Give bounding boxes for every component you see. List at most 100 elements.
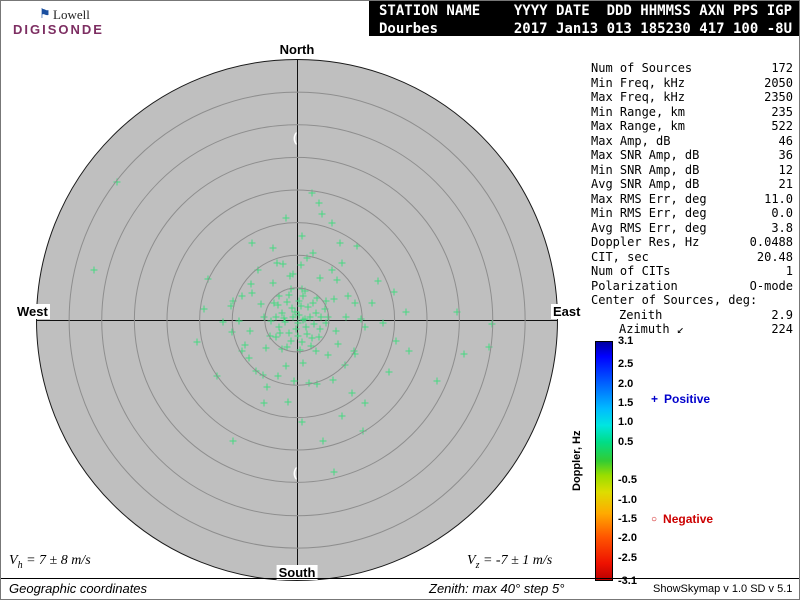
info-value: 172 [771,61,793,75]
info-value: 2.9 [771,307,793,322]
info-label: Doppler Res, Hz [591,235,700,249]
station-header-columns: STATION NAME YYYY DATE DDD HHMMSS AXN PP… [379,3,793,19]
info-row: Avg SNR Amp, dB 21 [591,177,793,192]
colorbar-axis-label: Doppler, Hz [571,430,583,492]
info-value: O-mode [749,278,793,293]
info-label: Azimuth ↙ [619,322,685,336]
info-label: CIT, sec [591,249,649,264]
colorbar-tick-label: 0.5 [618,435,634,448]
info-row: Num of CITs 1 [591,264,793,279]
info-row: Zenith 2.9 [591,308,793,323]
info-row: Min Freq, kHz 2050 [591,76,793,91]
coordinates-label: Geographic coordinates [9,581,148,596]
compass-east-label: East [551,304,583,319]
colorbar-tick-label: -2.0 [618,532,637,545]
logo-digisonde-text: DIGISONDE [13,22,104,37]
info-label: Center of Sources, deg: [591,293,758,307]
vh-symbol: V [9,553,18,568]
vz-value: = -7 ± 1 m/s [479,553,553,568]
compass-west-label: West [15,304,50,319]
info-label: Max SNR Amp, dB [591,148,700,162]
zenith-scale-note: Zenith: max 40° step 5° [429,581,565,596]
info-row: Min Range, km 235 [591,105,793,120]
legend-negative: ○ Negative [651,512,713,526]
vz-symbol: V [467,553,476,568]
info-label: Num of Sources [591,61,693,75]
info-value: 20.48 [756,249,793,264]
colorbar-tick-label: -1.0 [618,493,637,506]
info-value: 224 [771,322,793,336]
vh-annotation: Vh = 7 ± 8 m/s [9,553,91,571]
info-label: Min Range, km [591,104,685,119]
colorbar-tick-label: -0.5 [618,474,637,487]
info-label: Avg SNR Amp, dB [591,177,700,191]
info-row: Center of Sources, deg: [591,293,793,308]
legend-positive-label: Positive [664,392,711,406]
info-value: 235 [771,104,793,119]
info-value: 2050 [764,75,793,90]
info-row: Azimuth ↙ 224 [591,322,793,337]
info-label: Max Range, km [591,119,685,133]
info-row: CIT, sec 20.48 [591,250,793,265]
colorbar-tick-label: 3.1 [618,335,634,347]
colorbar-tick-label: 1.5 [618,396,634,409]
vh-value: = 7 ± 8 m/s [22,553,91,568]
info-label: Num of CITs [591,264,671,278]
compass-north-label: North [277,42,317,57]
plus-marker-icon: + [651,392,659,406]
arc-marker: ( [291,131,299,147]
info-row: Max RMS Err, deg 11.0 [591,192,793,207]
info-label: Max RMS Err, deg [591,191,707,206]
info-panel: Num of Sources 172 Min Freq, kHz 2050 Max Fr… [591,61,793,337]
footer-divider [1,578,799,579]
circle-marker-icon: ○ [651,513,658,525]
info-label: Polarization [591,278,678,293]
lowell-flag-icon: ⚑ [39,6,51,21]
colorbar-tick-label: -3.1 [618,575,637,587]
info-value: 21 [778,177,793,191]
info-row: Num of Sources 172 [591,61,793,76]
info-value: 46 [778,133,793,148]
info-value: 1 [785,264,793,278]
info-label: Min RMS Err, deg [591,206,707,220]
info-row: Max SNR Amp, dB 36 [591,148,793,163]
info-label: Zenith [619,307,663,322]
info-value: 522 [771,119,793,133]
info-label: Min SNR Amp, dB [591,162,700,177]
info-row: Avg RMS Err, deg 3.8 [591,221,793,236]
info-row: Polarization O-mode [591,279,793,294]
compass-south-label: South [276,565,318,580]
info-row: Doppler Res, Hz 0.0488 [591,235,793,250]
info-value: 0.0 [771,206,793,220]
colorbar-tick-label: 1.0 [618,416,634,429]
legend-negative-label: Negative [663,512,714,526]
colorbar-tick-label: -2.5 [618,551,637,564]
station-header-values: Dourbes 2017 Jan13 013 185230 417 100 -8… [379,21,793,37]
logo-lowell-text: Lowell [53,7,90,22]
info-value: 12 [778,162,793,177]
skymap-plot: (( [36,59,558,581]
info-value: 0.0488 [749,235,793,249]
legend-positive: + Positive [651,392,710,406]
info-label: Avg RMS Err, deg [591,220,707,235]
version-label: ShowSkymap v 1.0 SD v 5.1 [653,583,793,595]
info-value: 3.8 [771,220,793,235]
vz-subscript: z [475,559,480,571]
info-value: 36 [778,148,793,162]
info-value: 11.0 [764,191,793,206]
info-label: Max Amp, dB [591,133,671,148]
colorbar-ticks: 3.1 2.5 2.0 1.5 1.0 0.5 -0.5 -1.0 -1.5 -2.0 -2.5 -3… [618,335,652,587]
zenith-ring [68,91,526,549]
info-row: Min RMS Err, deg 0.0 [591,206,793,221]
vz-annotation: Vz = -7 ± 1 m/s [467,553,552,571]
colorbar-tick-label: 2.5 [618,358,634,371]
info-row: Max Range, km 522 [591,119,793,134]
colorbar-gradient [595,341,613,581]
colorbar-tick-label: -1.5 [618,513,637,526]
arc-marker: ( [291,466,299,482]
info-row: Max Freq, kHz 2350 [591,90,793,105]
colorbar-tick-label: 2.0 [618,377,634,390]
info-row: Max Amp, dB 46 [591,134,793,149]
station-header-bar: STATION NAME YYYY DATE DDD HHMMSS AXN PP… [369,1,799,37]
